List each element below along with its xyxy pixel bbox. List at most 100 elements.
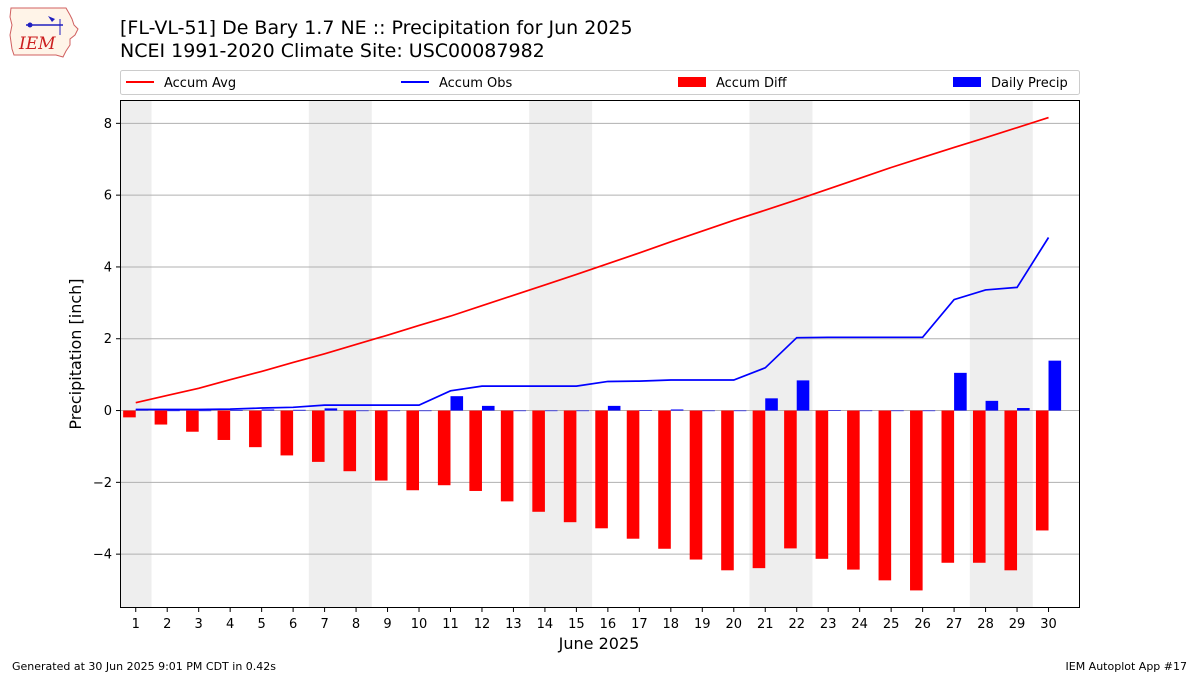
accum-diff-bar — [595, 410, 608, 529]
x-axis-label: June 2025 — [558, 634, 640, 653]
accum-diff-bar — [752, 410, 766, 569]
daily-precip-bar — [198, 410, 212, 412]
accum-diff-bar — [154, 410, 168, 425]
x-tick-label: 23 — [820, 617, 837, 632]
accum-diff-bar — [312, 410, 325, 462]
daily-precip-bar — [167, 410, 180, 412]
x-tick-label: 6 — [289, 617, 297, 632]
accum-diff-bar — [815, 410, 829, 559]
accum-diff-bar — [123, 410, 136, 418]
weekend-band — [529, 100, 593, 608]
accum-diff-bar — [689, 410, 703, 560]
x-tick-label: 15 — [568, 617, 585, 632]
y-tick-label: 0 — [104, 404, 112, 419]
daily-precip-bar — [796, 380, 810, 411]
x-tick-label: 1 — [132, 617, 140, 632]
chart-title: [FL-VL-51] De Bary 1.7 NE :: Precipitati… — [120, 17, 633, 39]
x-tick-label: 8 — [352, 617, 360, 632]
daily-precip-bar — [985, 400, 999, 411]
accum-diff-bar — [343, 410, 357, 472]
daily-precip-bar — [419, 410, 432, 412]
daily-precip-legend-swatch — [953, 77, 981, 87]
daily-precip-bar — [639, 410, 652, 411]
accum-diff-bar — [847, 410, 860, 570]
accum-diff-legend-swatch — [678, 77, 706, 87]
weekend-band — [308, 100, 372, 608]
accum-diff-bar — [1035, 410, 1049, 531]
daily-precip-bar — [922, 410, 936, 412]
daily-precip-bar — [576, 410, 589, 412]
y-tick-label: 6 — [104, 189, 112, 204]
accum-diff-legend-label: Accum Diff — [716, 76, 788, 91]
x-tick-label: 2 — [163, 617, 171, 632]
daily-precip-bar — [513, 410, 527, 412]
daily-precip-bar — [450, 396, 464, 411]
accum-avg-legend-label: Accum Avg — [164, 76, 236, 91]
weekend-band — [120, 100, 152, 608]
daily-precip-bar — [765, 398, 778, 411]
x-tick-label: 14 — [537, 617, 554, 632]
y-tick-label: −4 — [93, 548, 112, 563]
accum-diff-bar — [1004, 410, 1018, 571]
accum-obs-line — [135, 237, 1050, 411]
x-tick-label: 27 — [946, 617, 963, 632]
daily-precip-bar — [607, 405, 621, 411]
accum-avg-line — [135, 116, 1049, 404]
app-note: IEM Autoplot App #17 — [1065, 660, 1188, 673]
daily-precip-bar — [1048, 360, 1062, 411]
x-tick-label: 11 — [442, 617, 459, 632]
daily-precip-bar — [1017, 408, 1030, 411]
accum-diff-bar — [249, 410, 262, 448]
accum-diff-bar — [374, 410, 388, 481]
daily-precip-legend-label: Daily Precip — [991, 76, 1068, 91]
daily-precip-bar — [891, 410, 904, 412]
y-tick-label: 8 — [104, 117, 112, 132]
daily-precip-bar — [859, 410, 873, 412]
x-tick-label: 26 — [914, 617, 931, 632]
accum-diff-bar — [784, 410, 797, 549]
accum-diff-bar — [941, 410, 955, 563]
x-tick-label: 12 — [474, 617, 491, 632]
daily-precip-bar — [544, 410, 558, 412]
x-tick-label: 25 — [883, 617, 900, 632]
accum-diff-bar — [186, 410, 199, 432]
x-tick-label: 29 — [1009, 617, 1026, 632]
y-tick-label: 4 — [104, 260, 112, 275]
x-tick-label: 9 — [383, 617, 391, 632]
x-tick-label: 7 — [320, 617, 328, 632]
daily-precip-bar — [670, 409, 684, 411]
accum-diff-bar — [721, 410, 734, 571]
accum-diff-bar — [469, 410, 482, 491]
lines — [135, 116, 1050, 411]
x-tick-label: 22 — [788, 617, 805, 632]
accum-obs-legend-label: Accum Obs — [439, 76, 512, 91]
plot-frame — [120, 100, 1080, 608]
accum-diff-bar — [500, 410, 514, 502]
x-tick-label: 21 — [757, 617, 774, 632]
daily-precip-bar — [481, 405, 495, 411]
daily-precip-bar — [733, 410, 747, 412]
accum-diff-bar — [280, 410, 294, 456]
iem-logo: IEM — [8, 5, 80, 63]
x-tick-label: 28 — [977, 617, 994, 632]
x-tick-label: 18 — [663, 617, 680, 632]
x-tick-label: 5 — [257, 617, 265, 632]
legend: Accum Avg Accum Obs Accum Diff Daily Precip — [120, 70, 1080, 95]
daily-precip-bar — [356, 410, 369, 412]
weekend-shading — [120, 100, 1033, 608]
daily-precip-bar — [293, 409, 306, 411]
chart-subtitle: NCEI 1991-2020 Climate Site: USC00087982 — [120, 40, 545, 62]
legend-frame — [120, 70, 1080, 95]
daily-precip-bar — [230, 410, 243, 411]
y-axis-label: Precipitation [inch] — [66, 278, 85, 429]
daily-precip-bar — [954, 372, 967, 411]
x-tick-label: 17 — [631, 617, 648, 632]
y-tick-label: −2 — [93, 476, 112, 491]
x-tick-label: 16 — [600, 617, 617, 632]
daily-precip-bar — [702, 410, 715, 412]
daily-precip-bar — [324, 408, 338, 411]
accum-diff-bar — [658, 410, 671, 549]
accum-diff-bar — [532, 410, 545, 512]
